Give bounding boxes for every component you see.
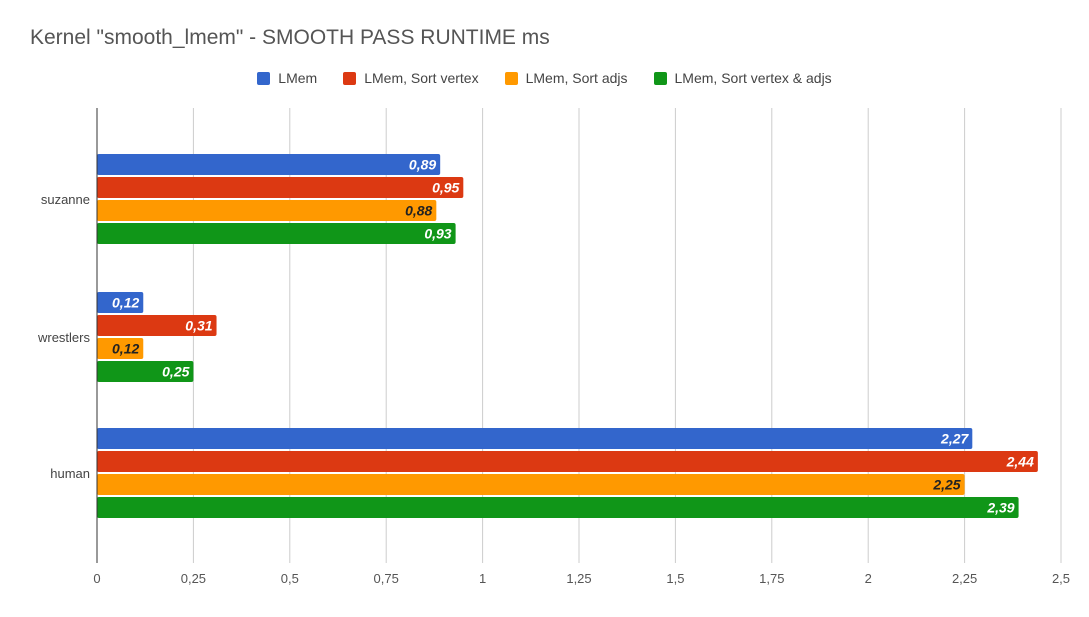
legend-label-sort-adjs: LMem, Sort adjs (525, 70, 628, 86)
x-tick-label: 1,5 (666, 571, 684, 586)
data-label: 0,12 (112, 341, 139, 357)
bar (97, 361, 194, 382)
data-label: 2,25 (932, 477, 960, 493)
data-label: 0,12 (112, 295, 139, 311)
category-label: suzanne (41, 192, 90, 207)
data-label: 0,88 (405, 203, 432, 219)
legend-swatch-sort-adjs (504, 71, 518, 85)
x-tick-label: 0,5 (281, 571, 299, 586)
bar (97, 177, 464, 198)
legend-label-sort-vertex-adjs: LMem, Sort vertex & adjs (674, 70, 832, 86)
data-label: 0,89 (409, 157, 436, 173)
bar (97, 497, 1019, 518)
legend: LMem LMem, Sort vertex LMem, Sort adjs L… (0, 70, 1089, 86)
bar (97, 315, 217, 336)
bar (97, 200, 437, 221)
x-tick-label: 1,25 (566, 571, 591, 586)
legend-item-sort-adjs[interactable]: LMem, Sort adjs (504, 70, 628, 86)
bar (97, 428, 973, 449)
chart-title: Kernel "smooth_lmem" - SMOOTH PASS RUNTI… (30, 26, 550, 49)
data-label: 2,39 (986, 500, 1014, 516)
x-tick-label: 2 (865, 571, 872, 586)
x-tick-label: 2,5 (1052, 571, 1070, 586)
data-label: 0,25 (162, 364, 189, 380)
bar (97, 451, 1038, 472)
x-tick-label: 2,25 (952, 571, 977, 586)
legend-swatch-sort-vertex-adjs (653, 71, 667, 85)
legend-item-sort-vertex-adjs[interactable]: LMem, Sort vertex & adjs (653, 70, 832, 86)
data-label: 0,93 (424, 226, 451, 242)
x-tick-label: 0,25 (181, 571, 206, 586)
data-label: 0,95 (432, 180, 459, 196)
bar (97, 292, 144, 313)
x-tick-label: 0 (93, 571, 100, 586)
legend-item-sort-vertex[interactable]: LMem, Sort vertex (343, 70, 479, 86)
legend-item-lmem[interactable]: LMem (257, 70, 317, 86)
legend-swatch-lmem (257, 71, 271, 85)
bar (97, 474, 965, 495)
data-label: 0,31 (185, 318, 212, 334)
legend-label-lmem: LMem (278, 70, 318, 86)
data-label: 2,27 (940, 431, 969, 447)
legend-swatch-sort-vertex (343, 71, 357, 85)
category-label: wrestlers (37, 330, 91, 345)
category-label: human (50, 466, 90, 481)
bar (97, 223, 456, 244)
data-label: 2,44 (1006, 454, 1034, 470)
x-tick-label: 1 (479, 571, 486, 586)
bar (97, 338, 144, 359)
bar (97, 154, 441, 175)
x-tick-label: 1,75 (759, 571, 784, 586)
legend-label-sort-vertex: LMem, Sort vertex (364, 70, 479, 86)
x-tick-label: 0,75 (374, 571, 399, 586)
